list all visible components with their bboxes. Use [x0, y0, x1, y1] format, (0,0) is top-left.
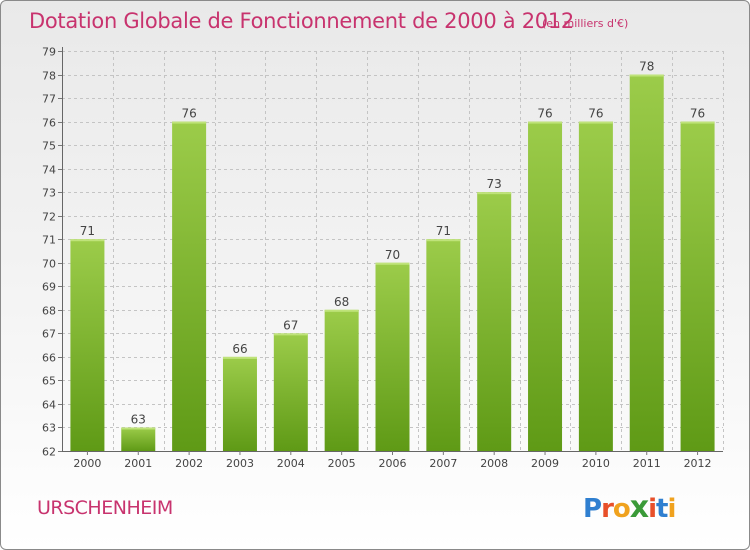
x-tick-label-2002: 2002 — [175, 457, 203, 470]
x-tick-label-2007: 2007 — [429, 457, 457, 470]
value-label-2010: 76 — [588, 107, 603, 121]
chart-title: Dotation Globale de Fonctionnement de 20… — [29, 9, 574, 33]
x-tick-label-2004: 2004 — [277, 457, 305, 470]
bar-highlight — [680, 121, 715, 124]
value-label-2012: 76 — [690, 107, 705, 121]
value-label-2011: 78 — [639, 60, 654, 74]
y-tick-label: 64 — [42, 399, 56, 412]
municipality-name: URSCHENHEIM — [37, 497, 173, 519]
value-label-2004: 67 — [283, 318, 298, 332]
y-tick-label: 66 — [42, 352, 56, 365]
value-label-2007: 71 — [436, 224, 451, 238]
y-tick-label: 78 — [42, 70, 56, 83]
value-label-2000: 71 — [80, 224, 95, 238]
bar-highlight — [629, 74, 664, 77]
x-tick-label-2008: 2008 — [480, 457, 508, 470]
bar-2011 — [629, 74, 664, 451]
bar-2004 — [273, 333, 308, 451]
x-tick-label-2003: 2003 — [226, 457, 254, 470]
y-tick-label: 70 — [42, 258, 56, 271]
y-tick-label: 69 — [42, 281, 56, 294]
bar-highlight — [121, 427, 156, 430]
bar-2003 — [222, 356, 257, 451]
bar-highlight — [324, 309, 359, 312]
svg-text:Proxiti: Proxiti — [583, 490, 675, 525]
bar-highlight — [477, 192, 512, 195]
bar-2000 — [70, 239, 105, 451]
bar-highlight — [528, 121, 563, 124]
x-tick-label-2011: 2011 — [633, 457, 661, 470]
y-tick-label: 65 — [42, 375, 56, 388]
bar-2007 — [426, 239, 461, 451]
y-tick-label: 67 — [42, 328, 56, 341]
bar-2006 — [375, 262, 410, 451]
y-tick-label: 68 — [42, 305, 56, 318]
x-tick-label-2009: 2009 — [531, 457, 559, 470]
value-label-2005: 68 — [334, 295, 349, 309]
bar-highlight — [426, 239, 461, 242]
value-label-2003: 66 — [232, 342, 247, 356]
bar-2008 — [477, 192, 512, 452]
y-tick-label: 73 — [42, 187, 56, 200]
bar-2009 — [528, 121, 563, 452]
proxiti-logo: Proxiti — [583, 490, 676, 525]
x-tick-label-2006: 2006 — [379, 457, 407, 470]
value-label-2009: 76 — [537, 107, 552, 121]
y-tick-label: 71 — [42, 234, 56, 247]
bar-highlight — [375, 262, 410, 265]
x-tick-label-2012: 2012 — [684, 457, 712, 470]
y-tick-label: 74 — [42, 164, 56, 177]
bar-highlight — [222, 356, 257, 359]
y-tick-label: 79 — [42, 46, 56, 59]
bar-2002 — [172, 121, 207, 452]
value-label-2008: 73 — [487, 177, 502, 191]
bar-2012 — [680, 121, 715, 452]
chart-subtitle: (en milliers d'€) — [542, 17, 629, 30]
y-tick-label: 63 — [42, 422, 56, 435]
value-label-2002: 76 — [181, 107, 196, 121]
x-tick-label-2000: 2000 — [73, 457, 101, 470]
x-tick-label-2001: 2001 — [124, 457, 152, 470]
y-tick-label: 76 — [42, 117, 56, 130]
y-tick-label: 62 — [42, 446, 56, 459]
bar-2001 — [121, 427, 156, 451]
bar-2005 — [324, 309, 359, 451]
bar-highlight — [578, 121, 613, 124]
bar-highlight — [172, 121, 207, 124]
y-tick-label: 77 — [42, 93, 56, 106]
bar-2010 — [578, 121, 613, 452]
y-tick-label: 72 — [42, 211, 56, 224]
x-tick-label-2005: 2005 — [328, 457, 356, 470]
bar-highlight — [273, 333, 308, 336]
bar-highlight — [70, 239, 105, 242]
x-tick-label-2010: 2010 — [582, 457, 610, 470]
y-tick-label: 75 — [42, 140, 56, 153]
value-label-2006: 70 — [385, 248, 400, 262]
value-label-2001: 63 — [131, 412, 146, 426]
